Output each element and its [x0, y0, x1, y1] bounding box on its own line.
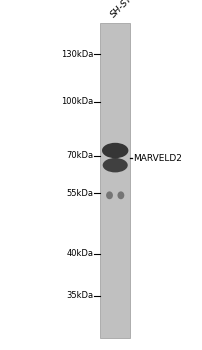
- Text: 70kDa: 70kDa: [66, 151, 93, 160]
- Text: 130kDa: 130kDa: [61, 50, 93, 59]
- Ellipse shape: [117, 191, 124, 199]
- Text: 40kDa: 40kDa: [66, 249, 93, 258]
- Ellipse shape: [102, 158, 127, 173]
- Text: 100kDa: 100kDa: [61, 97, 93, 106]
- Text: MARVELD2: MARVELD2: [132, 154, 181, 163]
- Text: 35kDa: 35kDa: [66, 291, 93, 300]
- Ellipse shape: [106, 191, 112, 199]
- Ellipse shape: [102, 143, 128, 158]
- Text: SH-SY5Y: SH-SY5Y: [108, 0, 142, 19]
- Text: 55kDa: 55kDa: [66, 189, 93, 198]
- Bar: [100, 23, 129, 338]
